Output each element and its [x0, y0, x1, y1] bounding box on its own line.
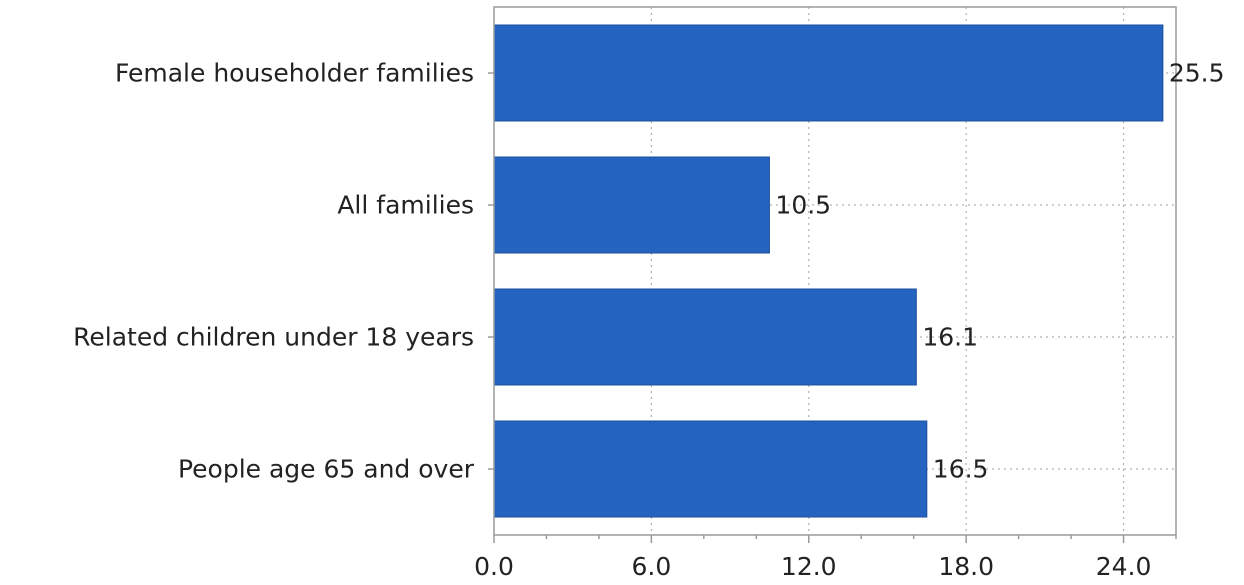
plot-frame	[493, 6, 1177, 536]
x-tick-label: 24.0	[1096, 552, 1152, 581]
category-label: People age 65 and over	[178, 455, 475, 484]
bar	[493, 420, 928, 518]
bar	[493, 156, 770, 254]
x-tick-label: 0.0	[474, 552, 514, 581]
labels: Female householder families 25.5 All famil…	[73, 59, 1224, 582]
x-tick-label: 6.0	[632, 552, 672, 581]
category-label: Related children under 18 years	[73, 323, 474, 352]
data-label: 16.5	[933, 455, 989, 484]
bar	[493, 24, 1164, 122]
data-label: 25.5	[1169, 59, 1225, 88]
category-label: All families	[337, 191, 474, 220]
axis-ticks	[488, 72, 1177, 543]
data-label: 16.1	[922, 323, 978, 352]
x-tick-label: 18.0	[938, 552, 994, 581]
bars	[493, 24, 1164, 518]
data-label: 10.5	[775, 191, 831, 220]
bar	[493, 288, 917, 386]
category-label: Female householder families	[115, 59, 474, 88]
x-tick-label: 12.0	[781, 552, 837, 581]
